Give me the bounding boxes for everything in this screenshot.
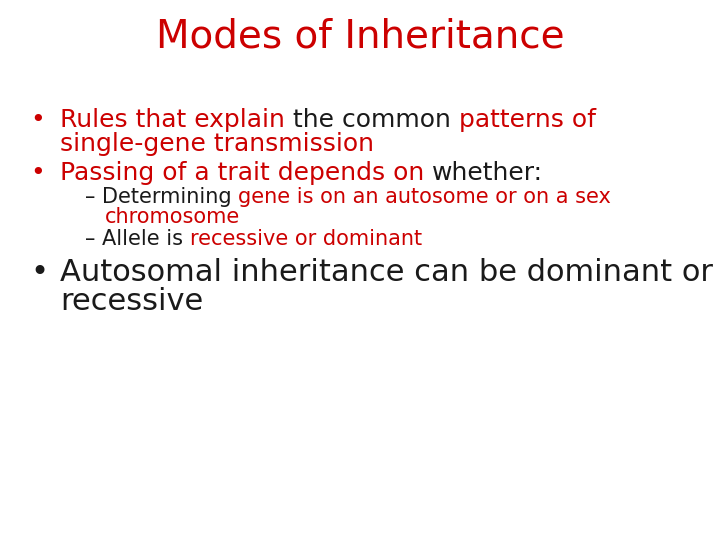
Text: – Determining: – Determining [85,187,238,207]
Text: gene is on an autosome or on a sex: gene is on an autosome or on a sex [238,187,611,207]
Text: Rules that explain: Rules that explain [60,108,293,132]
Text: recessive or dominant: recessive or dominant [189,230,422,249]
Text: •: • [30,160,45,185]
Text: recessive: recessive [60,287,203,316]
Text: single-gene transmission: single-gene transmission [60,132,374,156]
Text: whether:: whether: [432,160,544,185]
Text: •: • [30,108,45,132]
Text: patterns of: patterns of [459,108,595,132]
Text: the common: the common [293,108,459,132]
Text: Autosomal inheritance can be dominant or: Autosomal inheritance can be dominant or [60,258,713,287]
Text: chromosome: chromosome [105,207,240,227]
Text: – Allele is: – Allele is [85,230,189,249]
Text: •: • [30,258,48,287]
Text: Passing of a trait depends on: Passing of a trait depends on [60,160,432,185]
Text: Modes of Inheritance: Modes of Inheritance [156,18,564,56]
